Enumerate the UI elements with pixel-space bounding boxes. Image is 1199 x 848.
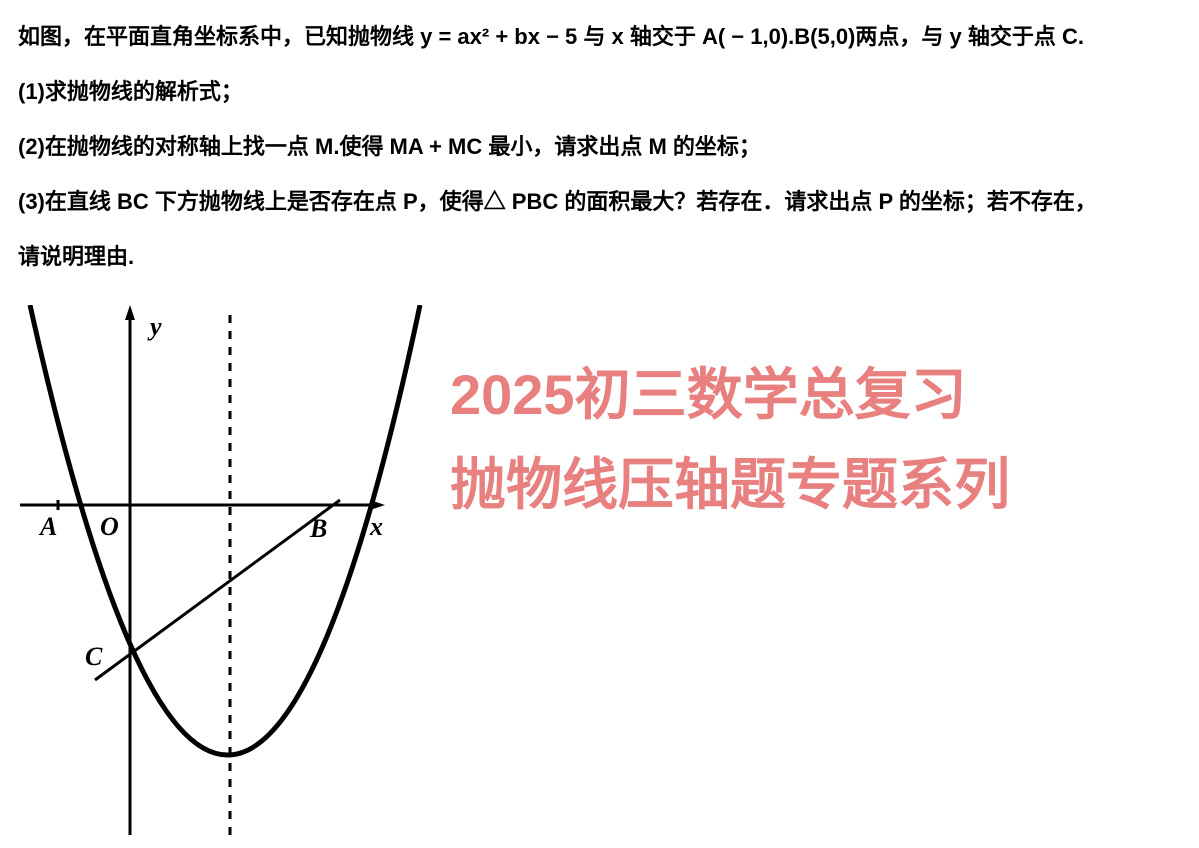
parabola-diagram: y x A O B C xyxy=(10,305,430,845)
label-x: x xyxy=(369,512,383,541)
label-a: A xyxy=(38,512,57,541)
label-o: O xyxy=(100,512,119,541)
label-c: C xyxy=(85,642,103,671)
problem-line-4: (3)在直线 BC 下方抛物线上是否存在点 P，使得△ PBC 的面积最大？若存… xyxy=(18,185,1097,218)
problem-line-3: (2)在抛物线的对称轴上找一点 M.使得 MA + MC 最小，请求出点 M 的… xyxy=(18,130,761,163)
diagram-svg: y x A O B C xyxy=(10,305,430,845)
overlay-line-1: 2025初三数学总复习 xyxy=(450,350,967,431)
problem-line-2: (1)求抛物线的解析式； xyxy=(18,75,243,108)
problem-line-5: 请说明理由. xyxy=(18,240,134,273)
y-axis-arrow xyxy=(125,305,135,320)
parabola-curve xyxy=(30,305,420,755)
label-b: B xyxy=(309,514,327,543)
overlay-line-2: 抛物线压轴题专题系列 xyxy=(450,440,1010,521)
label-y: y xyxy=(147,312,162,341)
line-bc xyxy=(95,500,340,680)
problem-line-1: 如图，在平面直角坐标系中，已知抛物线 y = ax² + bx − 5 与 x … xyxy=(18,20,1084,53)
